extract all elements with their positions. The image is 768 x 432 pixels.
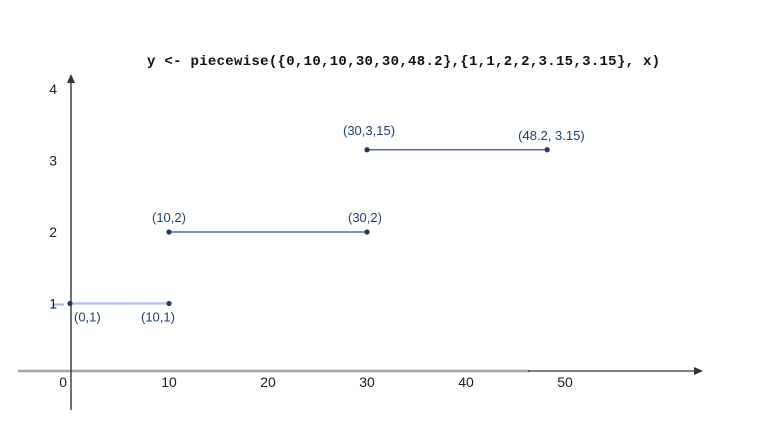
origin-label: 0 — [59, 374, 67, 390]
data-point — [166, 229, 172, 235]
data-point — [166, 300, 172, 307]
y-tick-label: 3 — [49, 153, 57, 169]
point-label: (10,1) — [141, 310, 175, 325]
point-label: (30,3,15) — [343, 123, 395, 138]
data-point — [67, 300, 73, 307]
y-tick-label: 1 — [49, 296, 57, 312]
y-tick-label: 4 — [49, 81, 57, 97]
point-label: (30,2) — [348, 210, 382, 225]
y-axis-arrow — [67, 74, 75, 83]
x-tick-label: 10 — [161, 374, 177, 390]
x-axis-arrow — [694, 367, 703, 375]
y-tick-label: 2 — [49, 224, 57, 240]
x-tick-label: 40 — [458, 374, 474, 390]
x-tick-label: 20 — [260, 374, 276, 390]
data-point — [364, 147, 370, 153]
point-label: (10,2) — [152, 210, 186, 225]
x-tick-label: 30 — [359, 374, 375, 390]
data-point — [364, 229, 370, 235]
point-label: (0,1) — [74, 310, 101, 325]
point-label: (48.2, 3.15) — [518, 128, 585, 143]
plot-title: y <- piecewise({0,10,10,30,30,48.2},{1,1… — [147, 54, 661, 70]
x-tick-label: 50 — [557, 374, 573, 390]
data-point — [544, 147, 550, 153]
